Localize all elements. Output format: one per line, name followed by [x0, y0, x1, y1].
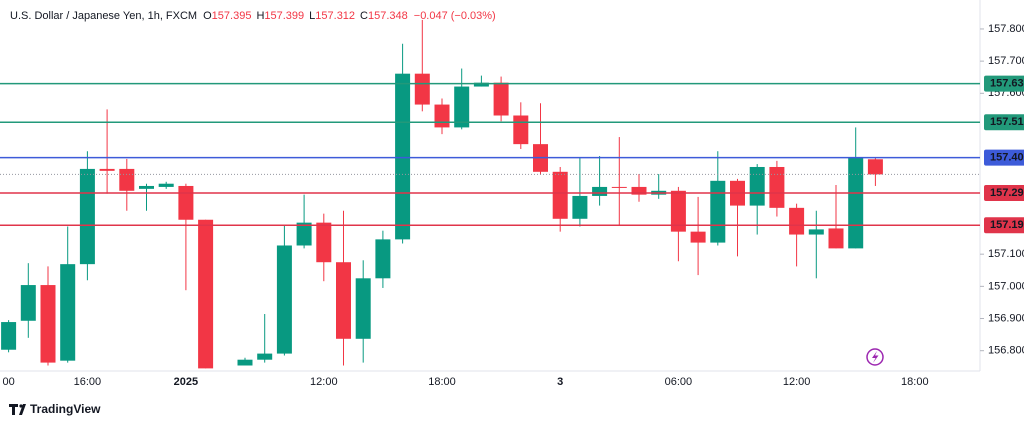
- level-label-box: [984, 114, 1024, 131]
- ohlc-value: 157.399: [264, 10, 304, 22]
- candle-body: [808, 229, 824, 235]
- symbol-title: U.S. Dollar / Japanese Yen, 1h, FXCM: [10, 10, 197, 22]
- candle-body: [867, 159, 883, 175]
- candle-body: [355, 278, 371, 339]
- x-tick-label: 00: [2, 376, 14, 388]
- level-label: 157.630: [990, 78, 1024, 90]
- ohlc-letter: L: [309, 10, 315, 22]
- candle-body: [395, 73, 411, 240]
- y-tick-label: 157.100: [988, 248, 1024, 260]
- x-tick-label: 06:00: [665, 376, 693, 388]
- x-tick-label: 18:00: [428, 376, 456, 388]
- candle-body: [316, 222, 332, 263]
- level-label-box: [984, 149, 1024, 166]
- candle-body: [336, 262, 351, 339]
- candle-body: [473, 82, 489, 87]
- candle-body: [493, 82, 509, 116]
- header: U.S. Dollar / Japanese Yen, 1h, FXCM O157…: [10, 10, 496, 22]
- candle-body: [79, 168, 95, 265]
- level-label-box: [984, 185, 1024, 202]
- x-tick-label: 12:00: [783, 376, 811, 388]
- candle-body: [592, 186, 608, 196]
- candle-body: [828, 228, 844, 249]
- ohlc-value: 157.348: [368, 10, 408, 22]
- ohlc-letter: C: [360, 10, 368, 22]
- y-tick-label: 157.000: [988, 280, 1024, 292]
- candle-body: [257, 353, 273, 360]
- candle-body: [99, 168, 115, 171]
- ohlc-value: 157.312: [315, 10, 355, 22]
- candle-body: [139, 185, 154, 189]
- level-label-box: [984, 217, 1024, 234]
- candle-body: [552, 171, 568, 219]
- candle-body: [60, 264, 76, 361]
- candle-body: [276, 245, 292, 354]
- candle-body: [631, 186, 647, 195]
- event-icon[interactable]: [866, 348, 884, 366]
- candle-body: [434, 104, 450, 128]
- change: −0.047 (−0.03%): [414, 10, 496, 22]
- logo[interactable]: TradingView: [9, 402, 101, 416]
- candle-body: [710, 180, 726, 243]
- y-tick-label: 157.800: [988, 23, 1024, 35]
- x-tick-label: 16:00: [74, 376, 102, 388]
- level-label: 157.400: [990, 152, 1024, 164]
- candle-body: [198, 219, 214, 369]
- level-label: 157.190: [990, 219, 1024, 231]
- candle-body: [237, 359, 253, 366]
- candle-body: [513, 115, 529, 145]
- ohlc-value: 157.395: [212, 10, 252, 22]
- level-label-box: [984, 75, 1024, 92]
- x-tick-label: 2025: [174, 376, 198, 388]
- candle-body: [40, 285, 56, 363]
- candle-body: [769, 166, 785, 208]
- candle-body: [158, 183, 174, 187]
- header-text: U.S. Dollar / Japanese Yen, 1h, FXCM O157…: [10, 10, 496, 22]
- candle-body: [690, 231, 706, 243]
- candle-body: [454, 86, 470, 128]
- candle-body: [848, 157, 864, 249]
- candle-body: [670, 190, 686, 232]
- ohlc-letter: H: [256, 10, 264, 22]
- footer-brand: TradingView: [30, 402, 101, 416]
- level-label: 157.290: [990, 187, 1024, 199]
- x-tick-label: 3: [557, 376, 563, 388]
- y-tick-label: 156.800: [988, 345, 1024, 357]
- candle-body: [20, 285, 36, 321]
- ohlc-letter: O: [203, 10, 212, 22]
- candle-body: [178, 185, 194, 220]
- candle-body: [611, 186, 627, 188]
- x-tick-label: 12:00: [310, 376, 338, 388]
- candle-body: [119, 168, 135, 191]
- candle-body: [375, 239, 391, 279]
- level-label: 157.510: [990, 116, 1024, 128]
- candle-body: [572, 195, 588, 219]
- candle-body: [749, 166, 765, 206]
- candle-body: [1, 322, 17, 350]
- candle-body: [296, 222, 312, 246]
- x-tick-label: 18:00: [901, 376, 929, 388]
- candle-body: [789, 207, 805, 235]
- candle-body: [414, 73, 430, 105]
- y-tick-label: 157.700: [988, 55, 1024, 67]
- y-tick-label: 156.900: [988, 312, 1024, 324]
